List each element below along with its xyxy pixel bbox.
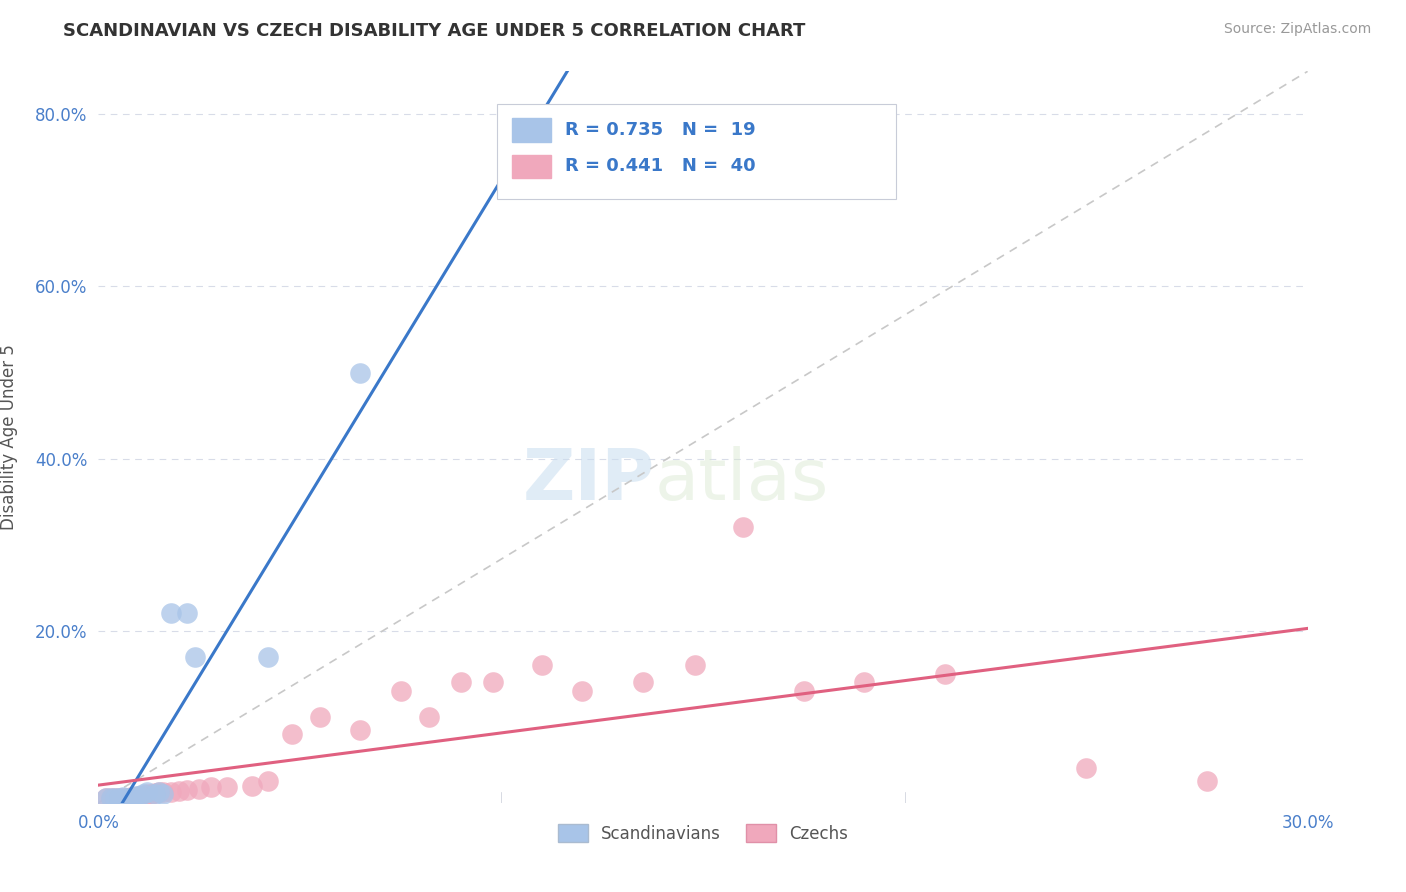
Point [733,520,755,534]
Point [853,675,876,690]
Point [128,789,150,803]
Point [200,780,222,795]
Point [148,785,170,799]
Text: R = 0.735   N =  19: R = 0.735 N = 19 [565,121,756,139]
Point [120,789,142,804]
Point [389,684,412,698]
FancyBboxPatch shape [512,154,551,178]
Point [160,784,183,798]
Point [176,607,198,621]
Point [188,782,211,797]
Point [135,785,157,799]
Point [631,675,654,690]
Point [100,791,122,805]
Point [135,787,157,801]
Point [184,649,207,664]
Point [111,789,134,804]
Point [571,684,593,698]
Point [139,787,162,801]
Point [934,666,956,681]
Point [281,727,304,741]
FancyBboxPatch shape [512,118,551,142]
Point [124,789,146,803]
Point [103,791,125,805]
Point [148,785,170,799]
FancyBboxPatch shape [498,104,897,200]
Point [143,787,166,801]
Point [176,783,198,797]
Text: ZIP: ZIP [523,447,655,516]
Legend: Scandinavians, Czechs: Scandinavians, Czechs [551,818,855,849]
Point [160,607,183,621]
Point [152,785,174,799]
Point [1195,774,1218,789]
Point [143,786,166,800]
Point [100,791,122,805]
Point [418,710,440,724]
Point [152,787,174,801]
Point [132,789,155,803]
Text: Source: ZipAtlas.com: Source: ZipAtlas.com [1223,22,1371,37]
Point [1074,761,1097,775]
Point [120,791,142,805]
Point [683,658,706,673]
Point [240,779,263,793]
Text: R = 0.441   N =  40: R = 0.441 N = 40 [565,158,756,176]
Point [349,366,371,380]
Point [256,649,278,664]
Point [107,791,129,805]
Y-axis label: Disability Age Under 5: Disability Age Under 5 [0,344,18,530]
Point [132,787,155,801]
Point [450,675,472,690]
Point [217,780,239,795]
Point [107,791,129,805]
Point [111,791,134,805]
Point [128,789,150,803]
Point [96,791,118,805]
Text: SCANDINAVIAN VS CZECH DISABILITY AGE UNDER 5 CORRELATION CHART: SCANDINAVIAN VS CZECH DISABILITY AGE UND… [63,22,806,40]
Text: atlas: atlas [655,447,830,516]
Point [96,791,118,805]
Point [482,675,505,690]
Point [167,783,190,797]
Point [115,790,138,805]
Point [793,684,815,698]
Point [115,790,138,805]
Point [530,658,553,673]
Point [103,791,125,805]
Point [349,723,371,737]
Point [124,789,146,804]
Point [309,710,332,724]
Point [256,774,278,789]
